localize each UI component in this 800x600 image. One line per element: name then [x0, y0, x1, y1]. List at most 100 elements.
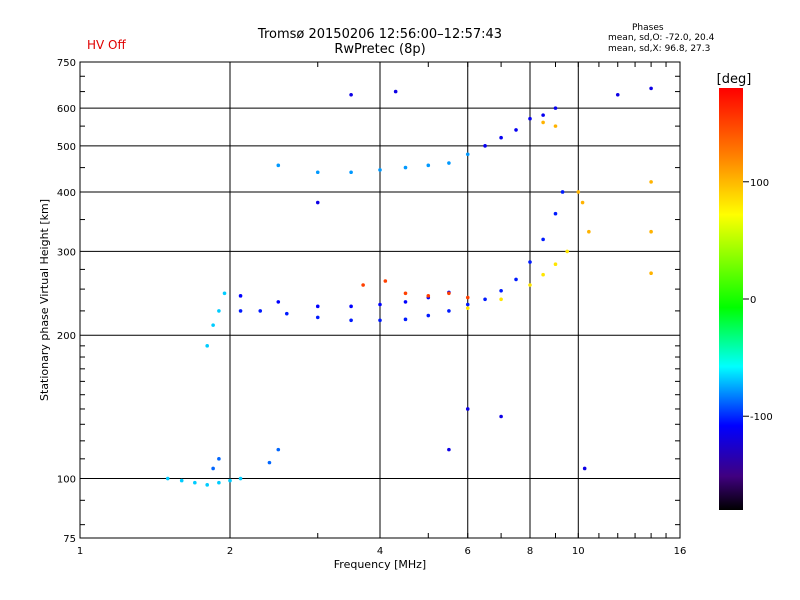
data-point [361, 283, 365, 287]
data-point [649, 229, 653, 234]
y-tick-label: 600 [57, 104, 76, 115]
x-tick-label: 1 [77, 546, 83, 557]
data-point [528, 116, 532, 121]
data-point [426, 163, 431, 168]
data-point [541, 237, 545, 242]
data-point [528, 260, 532, 264]
data-point [447, 161, 451, 165]
data-point [238, 309, 243, 313]
data-point [276, 163, 281, 168]
data-point [541, 120, 545, 125]
x-axis-ticks: 1 2 4 6 8 10 16 [77, 62, 687, 557]
data-point [378, 318, 382, 323]
y-tick-label: 300 [57, 247, 76, 258]
data-point [560, 190, 565, 194]
data-point [315, 315, 320, 320]
data-point [267, 460, 272, 465]
data-point [315, 200, 320, 205]
data-point [447, 291, 451, 296]
data-point [553, 106, 558, 110]
y-axis-ticks: 75 100 200 300 400 500 600 750 [57, 58, 680, 545]
data-point [553, 262, 558, 267]
data-point [465, 302, 470, 307]
x-tick-label: 2 [227, 546, 233, 557]
data-point [649, 86, 653, 91]
data-point [217, 457, 221, 461]
data-point [514, 277, 518, 282]
data-point [258, 309, 263, 313]
data-point [483, 144, 487, 148]
colorbar-ticks: 100 0 -100 [743, 178, 773, 423]
data-point [465, 295, 470, 300]
data-point [499, 135, 503, 140]
phases-title: Phases [632, 23, 664, 33]
data-point [238, 294, 243, 298]
data-point [426, 313, 431, 318]
colorbar [719, 88, 743, 510]
data-point [378, 302, 382, 307]
hv-status: HV Off [87, 38, 126, 52]
x-tick-label: 16 [674, 546, 687, 557]
data-point [165, 476, 170, 481]
y-tick-label: 200 [57, 331, 76, 342]
data-point [582, 466, 587, 471]
data-point [553, 211, 558, 216]
data-point [615, 92, 620, 97]
data-point [541, 272, 545, 277]
data-point [499, 414, 503, 419]
data-point [222, 291, 227, 296]
data-point [349, 170, 353, 175]
colorbar-tick-label: -100 [750, 412, 773, 423]
data-point [587, 229, 591, 234]
data-point [217, 480, 221, 485]
data-point [403, 165, 408, 170]
data-point [403, 317, 408, 322]
data-point [499, 288, 503, 293]
data-point [211, 466, 215, 471]
data-point [528, 283, 532, 287]
data-point [649, 271, 653, 276]
data-point [349, 92, 353, 97]
data-point [193, 480, 197, 485]
colorbar-tick-label: 100 [750, 178, 769, 189]
data-point [426, 294, 431, 298]
grid-lines [80, 62, 680, 538]
data-point [315, 304, 320, 309]
data-point [514, 128, 518, 132]
data-point [565, 249, 569, 254]
data-point [315, 170, 320, 175]
data-point [499, 297, 503, 302]
x-tick-label: 6 [465, 546, 471, 557]
data-point [576, 190, 581, 194]
data-point [403, 300, 408, 304]
data-point [276, 300, 281, 304]
x-axis-label: Frequency [MHz] [334, 558, 426, 571]
data-point [205, 344, 209, 348]
data-point [465, 152, 470, 157]
data-point [483, 297, 487, 302]
y-tick-label: 500 [57, 142, 76, 153]
data-point [349, 318, 353, 323]
x-tick-label: 10 [572, 546, 585, 557]
data-point [217, 309, 221, 313]
y-tick-label: 750 [57, 58, 76, 69]
phases-o-line: mean, sd,O: -72.0, 20.4 [608, 33, 715, 43]
data-point [349, 304, 353, 309]
data-point [447, 309, 451, 313]
data-point [276, 447, 281, 452]
data-point [378, 168, 382, 172]
data-point [179, 478, 184, 483]
data-point [465, 306, 470, 310]
chart-subtitle: RwPretec (8p) [334, 42, 426, 57]
y-axis-label: Stationary phase Virtual Height [km] [38, 199, 51, 401]
data-point [580, 200, 585, 205]
data-point [284, 311, 289, 316]
data-point [393, 89, 398, 94]
y-tick-label: 75 [63, 534, 76, 545]
phases-x-line: mean, sd,X: 96.8, 27.3 [608, 44, 711, 54]
data-points [165, 86, 653, 487]
x-tick-label: 4 [377, 546, 383, 557]
data-point [403, 291, 408, 296]
chart-title: Tromsø 20150206 12:56:00–12:57:43 [257, 27, 503, 42]
